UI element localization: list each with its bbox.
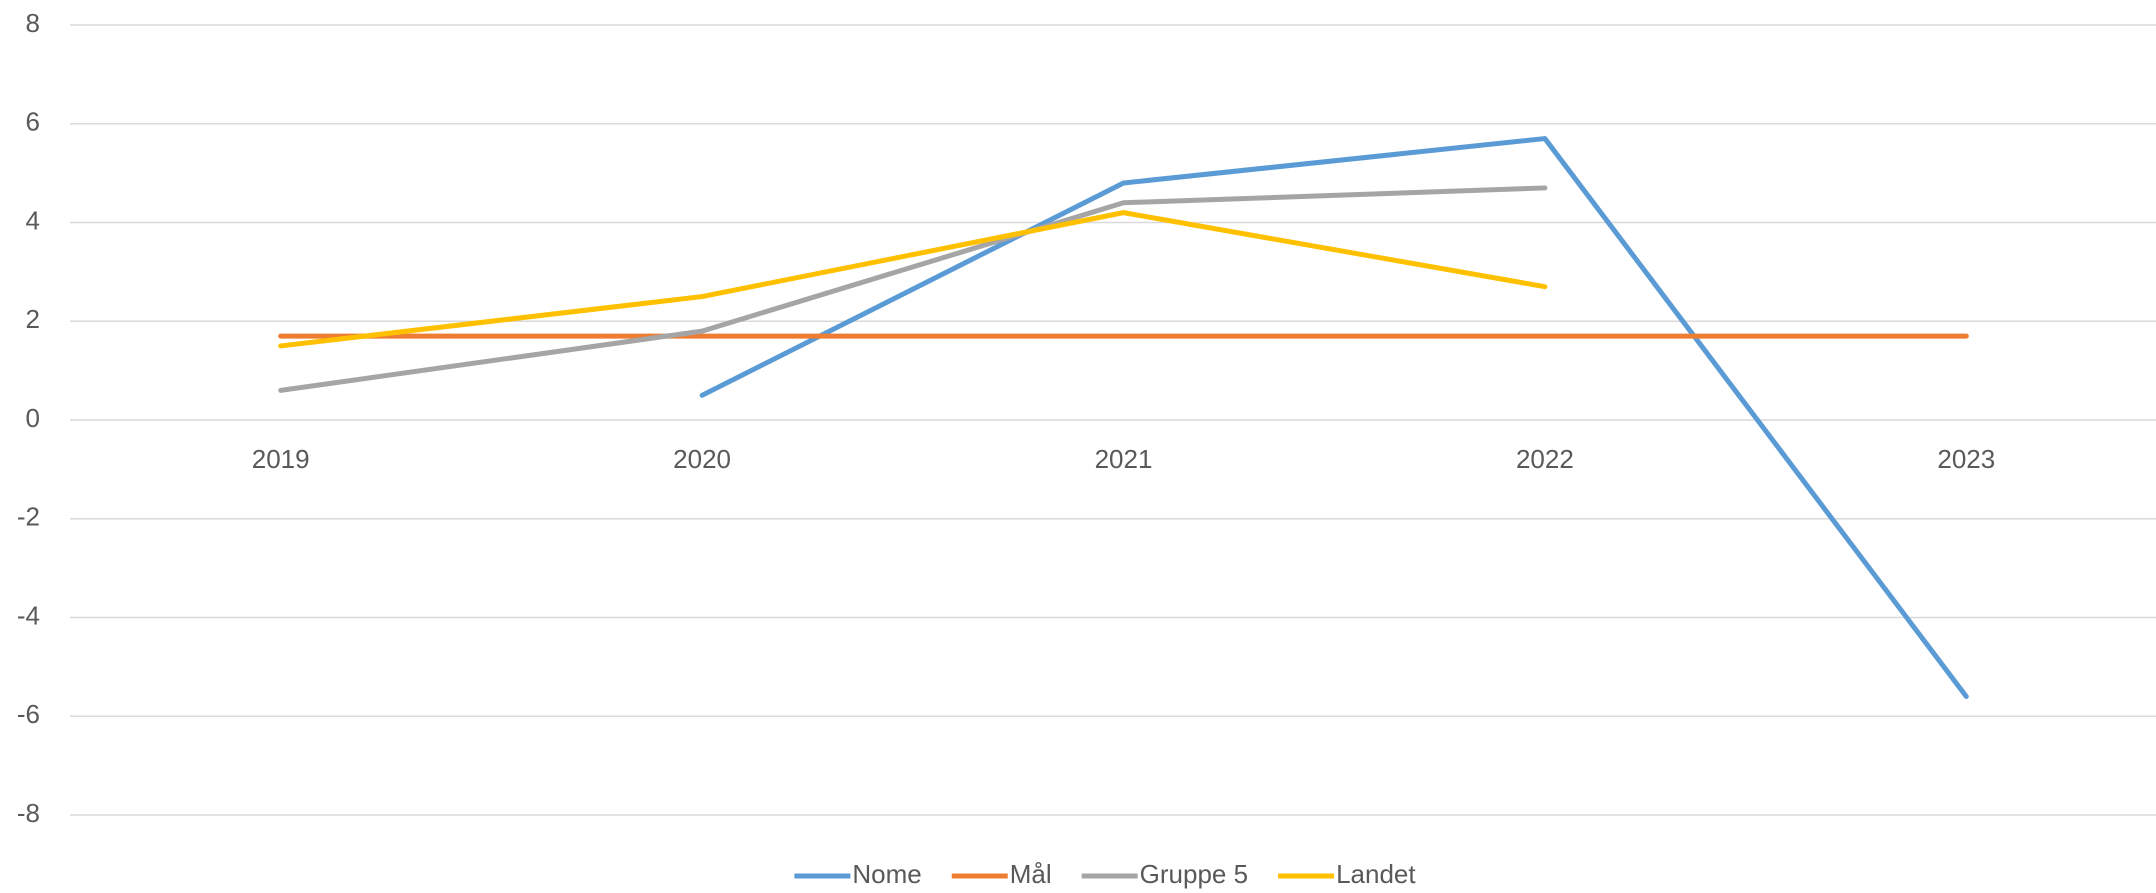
legend-item: Nome [794, 859, 922, 889]
legend: Nome Mål Gruppe 5 Landet [794, 859, 1416, 889]
y-tick-label: 0 [26, 403, 40, 433]
legend-label: Landet [1336, 859, 1416, 889]
y-tick-label: -6 [17, 699, 40, 729]
legend-label: Mål [1010, 859, 1052, 889]
y-tick-label: -4 [17, 600, 40, 630]
y-tick-label: -8 [17, 798, 40, 828]
series-line [278, 210, 1548, 349]
x-tick-label: 2021 [1095, 444, 1153, 474]
x-tick-label: 2022 [1516, 444, 1574, 474]
legend-label: Gruppe 5 [1140, 859, 1248, 889]
y-tick-label: -2 [17, 502, 40, 532]
legend-item: Mål [951, 859, 1052, 889]
x-tick-label: 2020 [673, 444, 731, 474]
x-tick-label: 2023 [1937, 444, 1995, 474]
y-tick-label: 6 [26, 107, 40, 137]
y-tick-label: 2 [26, 304, 40, 334]
x-tick-label: 2019 [252, 444, 310, 474]
y-tick-label: 8 [26, 8, 40, 38]
legend-item: Gruppe 5 [1081, 859, 1248, 889]
y-tick-label: 4 [26, 205, 40, 235]
legend-item: Landet [1278, 859, 1416, 889]
series-line [278, 185, 1548, 393]
legend-label: Nome [852, 859, 921, 889]
series-line [699, 136, 1969, 699]
